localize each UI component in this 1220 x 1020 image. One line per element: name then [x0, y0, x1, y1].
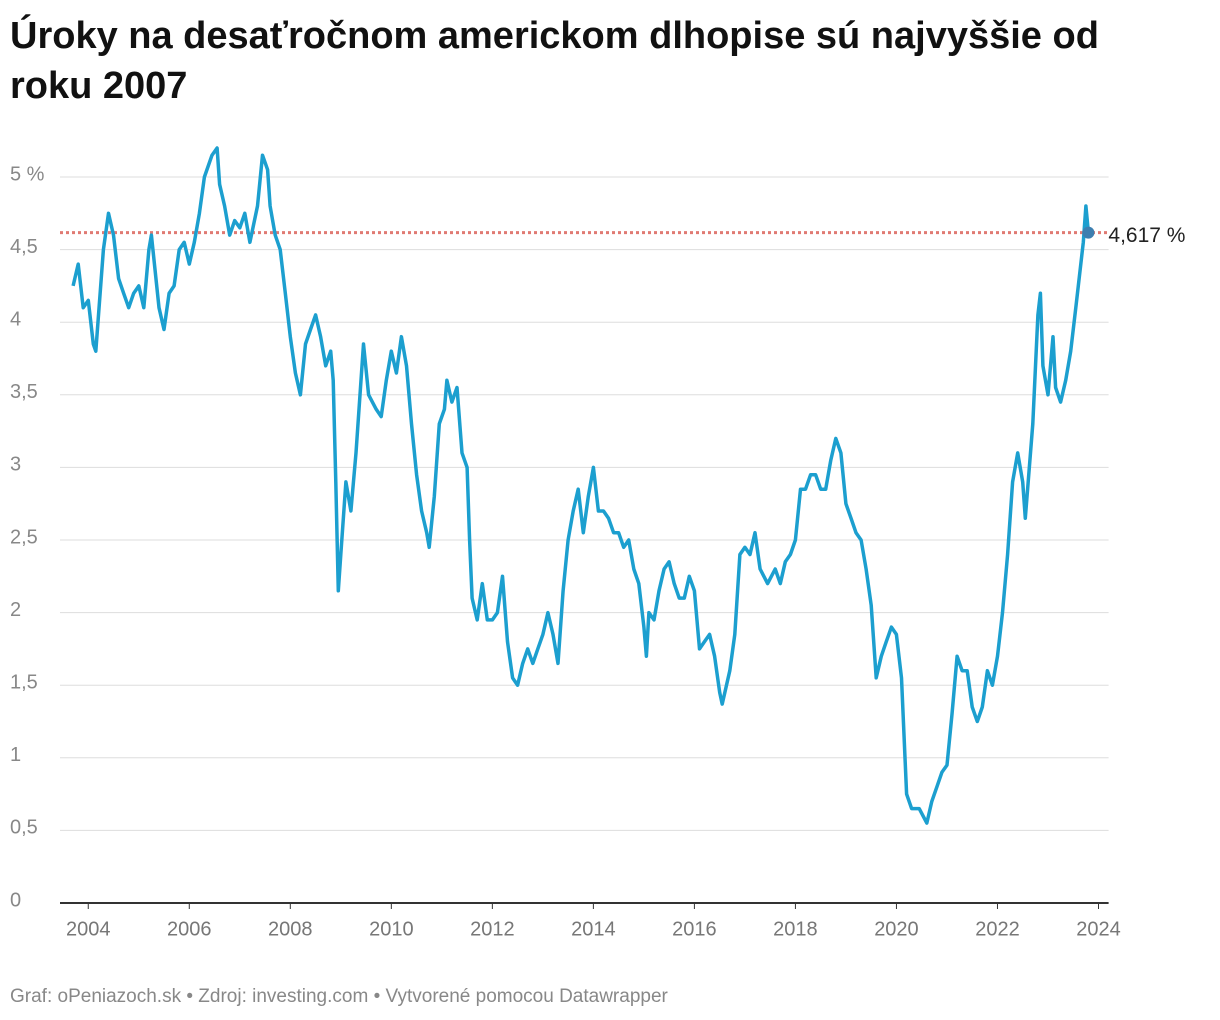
x-tick-label: 2008 [268, 918, 313, 940]
end-point [1082, 226, 1095, 239]
annotation: 4,617 % [1108, 224, 1185, 247]
y-tick-label: 1,5 [10, 671, 38, 693]
y-tick-label: 4,5 [10, 236, 38, 258]
x-tick-label: 2018 [773, 918, 818, 940]
y-tick-label: 5 % [10, 163, 45, 185]
y-tick-label: 2 [10, 599, 21, 621]
x-tick-label: 2014 [571, 918, 616, 940]
y-tick-label: 0 [10, 889, 21, 911]
chart-title: Úroky na desaťročnom americkom dlhopise … [10, 13, 1099, 57]
x-tick-label: 2024 [1076, 918, 1121, 940]
x-tick-label: 2010 [369, 918, 414, 940]
y-tick-label: 2,5 [10, 526, 38, 548]
x-tick-label: 2012 [470, 918, 515, 940]
x-tick-label: 2004 [66, 918, 111, 940]
y-tick-label: 3,5 [10, 381, 38, 403]
x-tick-label: 2022 [975, 918, 1020, 940]
footer: Graf: oPeniazoch.sk • Zdroj: investing.c… [10, 986, 669, 1007]
x-tick-label: 2016 [672, 918, 717, 940]
series-line [71, 146, 1091, 825]
chart-title: roku 2007 [10, 65, 187, 107]
y-tick-label: 3 [10, 454, 21, 476]
x-tick-label: 2020 [874, 918, 919, 940]
y-tick-label: 4 [10, 308, 21, 330]
y-tick-label: 1 [10, 744, 21, 766]
y-tick-label: 0,5 [10, 817, 38, 839]
x-tick-label: 2006 [167, 918, 212, 940]
